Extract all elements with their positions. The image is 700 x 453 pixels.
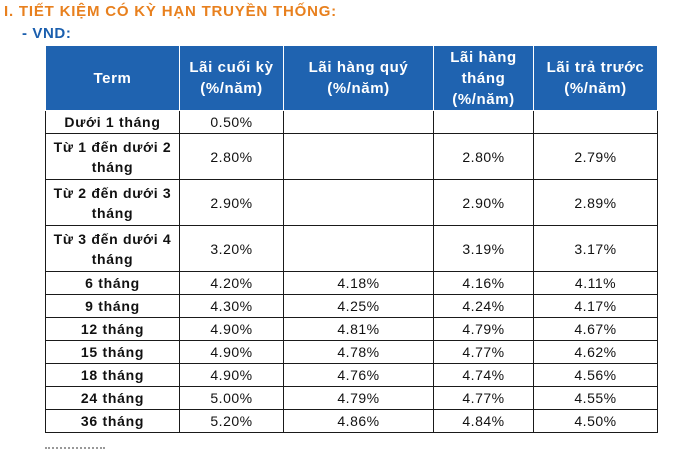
quarterly-cell (283, 133, 434, 180)
quarterly-cell: 4.78% (283, 340, 434, 364)
end-of-term-cell: 4.20% (179, 271, 284, 295)
term-cell: 18 tháng (45, 363, 180, 387)
prepaid-cell: 4.62% (533, 340, 658, 364)
term-cell: Dưới 1 tháng (45, 110, 180, 134)
header-end-of-term: Lãi cuối kỳ (%/năm) (179, 45, 284, 111)
prepaid-cell: 2.79% (533, 133, 658, 180)
monthly-cell: 4.74% (433, 363, 534, 387)
header-prepaid: Lãi trả trước (%/năm) (533, 45, 658, 111)
term-cell: Từ 2 đến dưới 3 tháng (45, 179, 180, 226)
table-row: Từ 1 đến dưới 2 tháng 2.80% 2.80% 2.79% (45, 133, 658, 180)
table-row: Từ 2 đến dưới 3 tháng 2.90% 2.90% 2.89% (45, 179, 658, 226)
prepaid-cell: 4.67% (533, 317, 658, 341)
term-cell: 24 tháng (45, 386, 180, 410)
header-row: Term Lãi cuối kỳ (%/năm) Lãi hàng quý (%… (45, 45, 658, 111)
prepaid-cell: 3.17% (533, 225, 658, 272)
currency-subtitle: - VND: (22, 25, 72, 42)
term-cell: 9 tháng (45, 294, 180, 318)
prepaid-cell: 4.55% (533, 386, 658, 410)
end-of-term-cell: 4.90% (179, 363, 284, 387)
term-cell: 6 tháng (45, 271, 180, 295)
header-term: Term (45, 45, 180, 111)
cropped-footer-text (45, 447, 105, 452)
term-cell: Từ 1 đến dưới 2 tháng (45, 133, 180, 180)
table-row: 9 tháng 4.30% 4.25% 4.24% 4.17% (45, 294, 658, 318)
prepaid-cell: 4.11% (533, 271, 658, 295)
monthly-cell: 4.16% (433, 271, 534, 295)
table-row: 6 tháng 4.20% 4.18% 4.16% 4.11% (45, 271, 658, 295)
end-of-term-cell: 4.90% (179, 317, 284, 341)
quarterly-cell: 4.25% (283, 294, 434, 318)
end-of-term-cell: 4.30% (179, 294, 284, 318)
table-row: 12 tháng 4.90% 4.81% 4.79% 4.67% (45, 317, 658, 341)
monthly-cell: 3.19% (433, 225, 534, 272)
quarterly-cell: 4.79% (283, 386, 434, 410)
table-row: 24 tháng 5.00% 4.79% 4.77% 4.55% (45, 386, 658, 410)
monthly-cell: 4.84% (433, 409, 534, 433)
monthly-cell: 4.24% (433, 294, 534, 318)
monthly-cell: 4.79% (433, 317, 534, 341)
prepaid-cell: 4.56% (533, 363, 658, 387)
end-of-term-cell: 2.90% (179, 179, 284, 226)
monthly-cell: 2.80% (433, 133, 534, 180)
prepaid-cell: 2.89% (533, 179, 658, 226)
end-of-term-cell: 3.20% (179, 225, 284, 272)
section-title: I. TIẾT KIỆM CÓ KỲ HẠN TRUYỀN THỐNG: (4, 3, 337, 20)
quarterly-cell (283, 110, 434, 134)
table-row: 15 tháng 4.90% 4.78% 4.77% 4.62% (45, 340, 658, 364)
quarterly-cell (283, 179, 434, 226)
term-cell: 12 tháng (45, 317, 180, 341)
prepaid-cell: 4.50% (533, 409, 658, 433)
quarterly-cell: 4.81% (283, 317, 434, 341)
quarterly-cell: 4.86% (283, 409, 434, 433)
interest-rate-table: Term Lãi cuối kỳ (%/năm) Lãi hàng quý (%… (45, 45, 658, 433)
table-row: 36 tháng 5.20% 4.86% 4.84% 4.50% (45, 409, 658, 433)
quarterly-cell (283, 225, 434, 272)
quarterly-cell: 4.76% (283, 363, 434, 387)
prepaid-cell: 4.17% (533, 294, 658, 318)
term-cell: Từ 3 đến dưới 4 tháng (45, 225, 180, 272)
table-row: Từ 3 đến dưới 4 tháng 3.20% 3.19% 3.17% (45, 225, 658, 272)
end-of-term-cell: 5.20% (179, 409, 284, 433)
monthly-cell: 4.77% (433, 386, 534, 410)
term-cell: 36 tháng (45, 409, 180, 433)
quarterly-cell: 4.18% (283, 271, 434, 295)
end-of-term-cell: 2.80% (179, 133, 284, 180)
monthly-cell (433, 110, 534, 134)
term-cell: 15 tháng (45, 340, 180, 364)
monthly-cell: 2.90% (433, 179, 534, 226)
end-of-term-cell: 0.50% (179, 110, 284, 134)
header-monthly: Lãi hàng tháng (%/năm) (433, 45, 534, 111)
header-quarterly: Lãi hàng quý (%/năm) (283, 45, 434, 111)
prepaid-cell (533, 110, 658, 134)
table-row: Dưới 1 tháng 0.50% (45, 110, 658, 134)
monthly-cell: 4.77% (433, 340, 534, 364)
end-of-term-cell: 5.00% (179, 386, 284, 410)
table-row: 18 tháng 4.90% 4.76% 4.74% 4.56% (45, 363, 658, 387)
end-of-term-cell: 4.90% (179, 340, 284, 364)
